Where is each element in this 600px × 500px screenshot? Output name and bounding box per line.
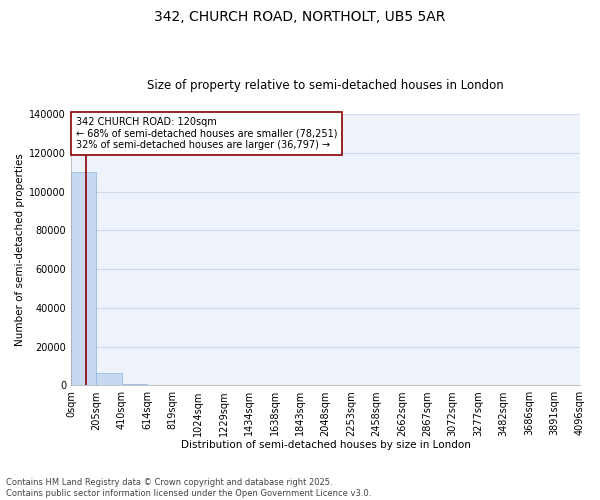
Bar [122,384,147,386]
Y-axis label: Number of semi-detached properties: Number of semi-detached properties [15,153,25,346]
Title: Size of property relative to semi-detached houses in London: Size of property relative to semi-detach… [147,79,504,92]
X-axis label: Distribution of semi-detached houses by size in London: Distribution of semi-detached houses by … [181,440,470,450]
Bar [71,172,97,386]
Text: Contains HM Land Registry data © Crown copyright and database right 2025.
Contai: Contains HM Land Registry data © Crown c… [6,478,371,498]
Text: 342 CHURCH ROAD: 120sqm
← 68% of semi-detached houses are smaller (78,251)
32% o: 342 CHURCH ROAD: 120sqm ← 68% of semi-de… [76,116,337,150]
Text: 342, CHURCH ROAD, NORTHOLT, UB5 5AR: 342, CHURCH ROAD, NORTHOLT, UB5 5AR [154,10,446,24]
Bar [97,372,122,386]
